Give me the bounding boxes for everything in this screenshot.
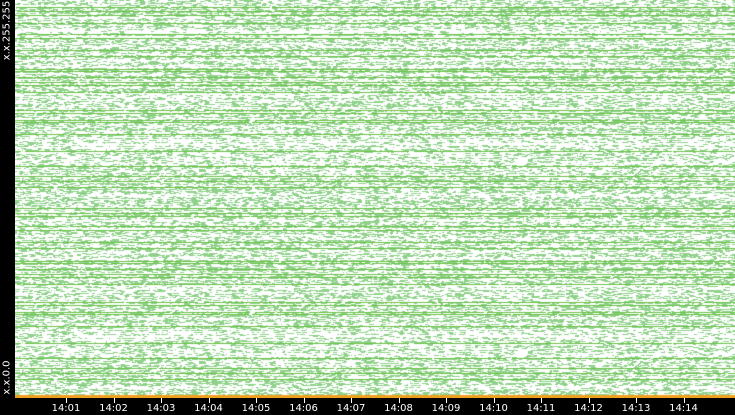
x-tick [588,398,590,403]
x-tick-label: 14:06 [289,403,318,414]
x-tick [161,398,162,403]
x-tick [541,398,542,403]
x-axis: 14:01 14:02 14:03 14:04 14:05 14:06 14:07 14:08… [15,398,735,415]
y-label-bottom: x.x.0.0 [1,360,13,395]
scatter-plot-area [15,0,735,398]
x-tick-label: 14:04 [194,403,223,414]
x-tick-label: 14:11 [526,403,556,414]
x-tick [256,398,257,403]
x-tick-label: 14:07 [336,403,366,414]
x-tick-label: 14:01 [51,403,81,414]
x-tick-label: 14:13 [621,403,651,414]
x-tick-label: 14:02 [99,403,128,414]
x-tick-label: 14:08 [384,403,413,414]
x-tick-label: 14:12 [574,403,603,414]
x-tick [493,398,495,403]
x-tick [351,398,352,403]
x-tick [636,398,637,403]
x-tick-label: 14:09 [431,403,461,414]
x-tick [303,398,305,403]
x-tick-label: 14:03 [146,403,176,414]
x-tick [446,398,447,403]
y-label-top: x.x.255.255 [1,0,13,61]
x-tick [113,398,115,403]
x-tick-label: 14:05 [241,403,271,414]
x-tick [398,398,400,403]
x-tick-label: 14:14 [669,403,698,414]
x-tick [66,398,67,403]
y-axis: x.x.255.255 x.x.0.0 [0,0,15,398]
x-tick-label: 14:10 [479,403,508,414]
x-tick [208,398,210,403]
x-tick [683,398,685,403]
